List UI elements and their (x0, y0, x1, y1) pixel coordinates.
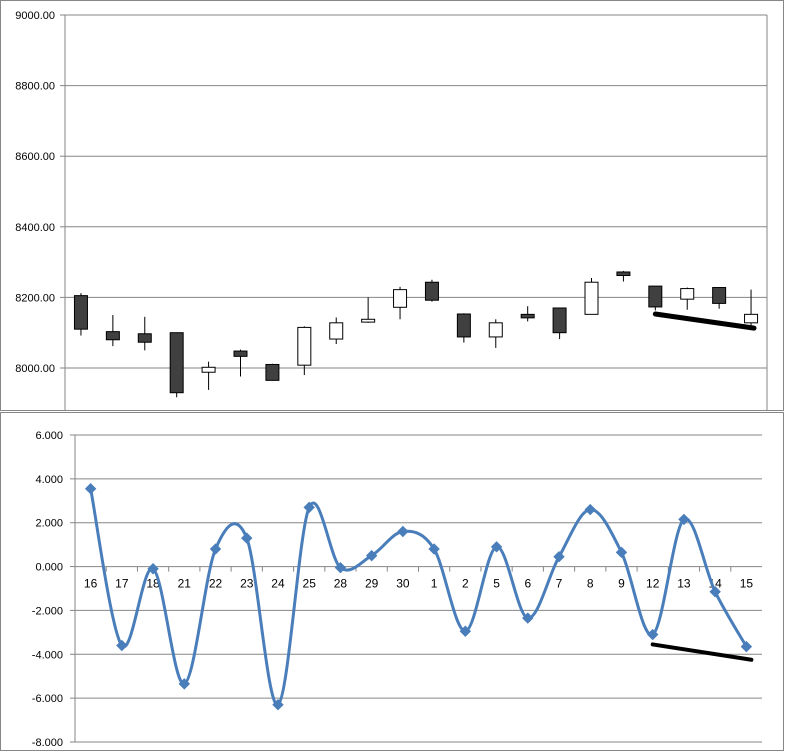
data-point-marker (365, 549, 378, 562)
x-tick-label: 9 (618, 577, 625, 591)
candle-body (73, 295, 88, 330)
candlestick-chart: 9000.00 8800.00 8600.00 8400.00 8200.00 8000.… (0, 0, 784, 411)
data-point-marker (584, 503, 596, 516)
candle-body (297, 326, 312, 366)
x-tick-label: 13 (677, 577, 691, 591)
x-tick-label: 23 (240, 577, 254, 591)
candle-body (712, 287, 727, 304)
candle-body (744, 313, 759, 324)
oscillator-line-chart: 6.000 4.000 2.000 0.000 -2.000 -4.000 -6.000 -8… (0, 412, 784, 751)
data-point-marker (209, 543, 222, 555)
data-point-marker (646, 628, 659, 641)
candle-body (137, 333, 152, 343)
x-tick-label: 2 (462, 577, 469, 591)
data-point-marker (709, 586, 721, 598)
x-tick-label: 8 (587, 577, 594, 591)
candle-body (233, 350, 248, 357)
data-point-marker (428, 543, 440, 555)
data-point-marker (241, 532, 253, 544)
data-point-marker (272, 699, 284, 711)
candle-body (552, 307, 567, 334)
candle-body (393, 289, 408, 308)
y-tick-label: 8000.00 (15, 363, 55, 375)
candle-body (584, 281, 599, 315)
data-point-marker (147, 563, 159, 575)
chart2-frame (0, 412, 784, 751)
chart1-frame (0, 0, 784, 411)
x-tick-label: 1 (431, 577, 438, 591)
x-tick-label: 5 (493, 577, 500, 591)
candle-body (488, 322, 503, 338)
data-point-marker (303, 501, 315, 514)
candle-body (361, 318, 376, 323)
y-tick-label: -6.000 (32, 693, 63, 705)
x-tick-label: 12 (646, 577, 660, 591)
data-point-marker (678, 513, 690, 526)
x-tick-label: 29 (365, 577, 379, 591)
data-point-marker (615, 546, 628, 559)
data-point-marker (178, 678, 191, 690)
candle-body (648, 285, 663, 308)
candle-body (169, 332, 184, 394)
candle-body (520, 313, 535, 319)
candle-body (265, 363, 280, 381)
candle-body (616, 271, 631, 277)
x-tick-label: 16 (84, 577, 98, 591)
data-point-marker (553, 550, 565, 563)
candle-body (105, 331, 120, 341)
x-tick-label: 15 (740, 577, 754, 591)
x-tick-label: 21 (178, 577, 192, 591)
data-point-marker (740, 640, 753, 653)
data-point-marker (490, 541, 503, 553)
x-tick-label: 22 (209, 577, 223, 591)
y-tick-label: 4.000 (35, 474, 63, 486)
x-tick-label: 25 (303, 577, 317, 591)
candle-body (424, 281, 439, 301)
x-tick-label: 6 (524, 577, 531, 591)
candle-body (329, 322, 344, 340)
y-tick-label: 2.000 (35, 518, 63, 530)
candle-trendline (652, 311, 757, 331)
y-tick-label: 8400.00 (15, 222, 55, 234)
y-tick-label: 8800.00 (15, 81, 55, 93)
x-tick-label: 7 (556, 577, 563, 591)
candle-body (201, 366, 216, 373)
x-tick-label: 17 (115, 577, 129, 591)
y-tick-label: 9000.00 (15, 10, 55, 22)
candle-body (680, 288, 695, 300)
y-tick-label: -2.000 (32, 605, 63, 617)
y-tick-label: 6.000 (35, 430, 63, 442)
y-tick-label: -4.000 (32, 649, 63, 661)
x-tick-label: 24 (271, 577, 285, 591)
data-point-marker (116, 639, 128, 652)
y-tick-label: 8200.00 (15, 292, 55, 304)
data-point-marker (459, 625, 472, 637)
data-point-marker (522, 612, 534, 624)
data-point-marker (84, 483, 97, 495)
x-tick-label: 30 (396, 577, 410, 591)
data-point-marker (397, 525, 409, 538)
y-tick-label: 8600.00 (15, 151, 55, 163)
y-tick-label: -8.000 (32, 737, 63, 749)
y-tick-label: 0.000 (35, 562, 63, 574)
candle-body (456, 313, 471, 338)
line-trendline (650, 642, 754, 662)
data-point-marker (334, 561, 347, 574)
x-tick-label: 28 (334, 577, 348, 591)
